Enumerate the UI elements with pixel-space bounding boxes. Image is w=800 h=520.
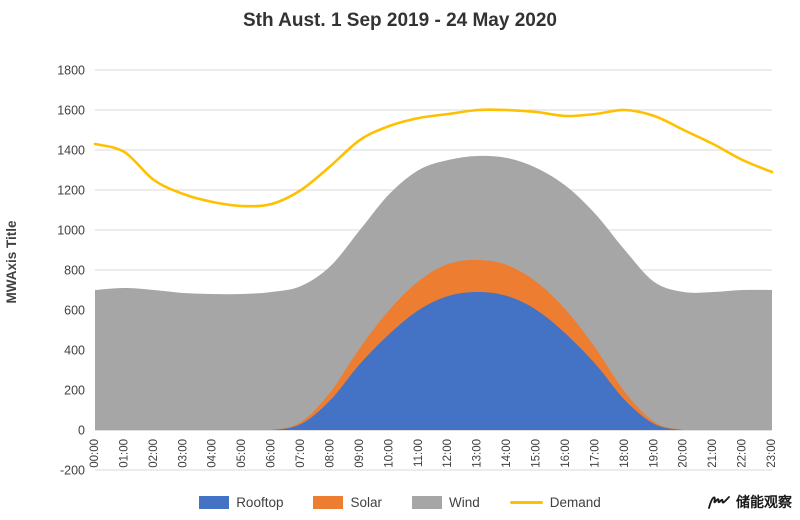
x-tick-label: 21:00 — [707, 439, 719, 468]
x-tick-label: 19:00 — [648, 439, 660, 468]
x-tick-label: 09:00 — [354, 439, 366, 468]
x-tick-label: 15:00 — [531, 439, 543, 468]
x-tick-label: 03:00 — [177, 439, 189, 468]
x-tick-label: 01:00 — [118, 439, 130, 468]
chart-page: Sth Aust. 1 Sep 2019 - 24 May 2020 -200 0… — [4, 10, 792, 510]
legend-label: Wind — [449, 495, 480, 510]
x-tick-label: 17:00 — [589, 439, 601, 468]
line-demand — [93, 108, 774, 208]
demand-line-series — [93, 108, 774, 208]
legend-item-rooftop: Rooftop — [199, 495, 283, 510]
legend-item-solar: Solar — [313, 495, 382, 510]
x-tick-label: 06:00 — [266, 439, 278, 468]
stacked-area-series — [95, 155, 772, 430]
legend-label: Solar — [350, 495, 382, 510]
y-tick-label: 400 — [64, 344, 85, 358]
legend-item-wind: Wind — [412, 495, 480, 510]
y-tick-label: 600 — [64, 304, 85, 318]
chart-title: Sth Aust. 1 Sep 2019 - 24 May 2020 — [242, 10, 557, 31]
x-tick-label: 20:00 — [678, 439, 690, 468]
y-tick-label: 200 — [64, 384, 85, 398]
x-tick-label: 07:00 — [295, 439, 307, 468]
x-tick-label: 00:00 — [89, 439, 101, 468]
watermark: 储能观察 — [707, 492, 792, 512]
legend-swatch-rooftop — [199, 496, 230, 509]
x-tick-label: 02:00 — [148, 439, 160, 468]
x-tick-label: 11:00 — [413, 439, 425, 467]
y-tick-label: 1600 — [57, 104, 85, 118]
watermark-text: 储能观察 — [736, 494, 792, 510]
x-tick-label: 10:00 — [383, 439, 395, 468]
x-tick-label: 12:00 — [442, 439, 454, 468]
x-tick-label: 04:00 — [207, 439, 219, 468]
x-tick-label: 14:00 — [501, 439, 513, 468]
area-rooftop — [95, 292, 772, 430]
x-tick-label: 05:00 — [236, 439, 248, 468]
x-tick-label: 13:00 — [472, 439, 484, 468]
y-tick-label: 800 — [64, 264, 85, 278]
y-tick-label: -200 — [60, 464, 85, 478]
legend-label: Demand — [549, 495, 601, 510]
y-tick-label: 1800 — [57, 64, 85, 78]
legend-label: Rooftop — [236, 495, 284, 510]
x-tick-label: 08:00 — [324, 439, 336, 468]
x-tick-label: 23:00 — [766, 439, 778, 468]
x-axis-tick-labels: 00:00 01:00 02:00 03:00 04:00 05:00 06:00 07:00… — [89, 439, 778, 468]
legend-line-marker-demand — [509, 501, 543, 504]
x-tick-label: 22:00 — [737, 439, 749, 468]
chart-canvas: -200 0 200 400 600 800 1000 1200 1400 1600 1800 00… — [4, 64, 778, 478]
chart-legend: Rooftop Solar Wind Demand — [0, 495, 800, 510]
y-tick-label: 1200 — [57, 184, 85, 198]
y-tick-label: 1400 — [57, 144, 85, 158]
x-tick-label: 16:00 — [560, 439, 572, 468]
y-axis-title: MWAxis Title — [4, 220, 19, 304]
legend-swatch-wind — [412, 496, 442, 509]
watermark-logo-icon — [708, 496, 730, 509]
y-tick-label: 0 — [78, 424, 85, 438]
y-axis-tick-labels: -200 0 200 400 600 800 1000 1200 1400 1600 1800 — [57, 64, 85, 478]
legend-swatch-solar — [313, 496, 344, 509]
x-tick-label: 18:00 — [619, 439, 631, 468]
legend-item-demand: Demand — [509, 495, 601, 510]
y-tick-label: 1000 — [57, 224, 85, 238]
